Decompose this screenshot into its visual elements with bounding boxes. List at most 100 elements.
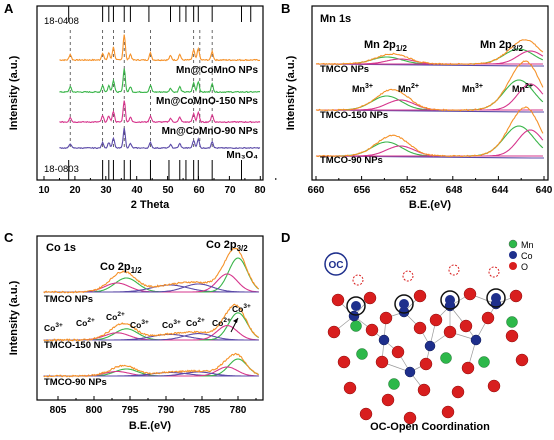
x-tick-label: 785 <box>194 405 211 416</box>
x-tick-label: 40 <box>131 185 143 196</box>
legend-label: O <box>521 262 528 272</box>
species-label: Mn2+ <box>512 83 533 94</box>
xps-component <box>43 257 260 293</box>
oxygen-atom-icon <box>487 379 501 393</box>
panel-c-xlabel: B.E.(eV) <box>129 420 172 432</box>
legend-mn-icon <box>508 239 518 249</box>
oxygen-atom-icon <box>443 325 457 339</box>
panel-b-title: Mn 1s <box>320 13 351 25</box>
oxygen-atom-icon <box>363 291 377 305</box>
oxygen-atom-icon <box>429 313 443 327</box>
panel-b-letter: B <box>281 1 290 16</box>
panel-a: A Intensity (a.u.) 2 Theta 10 20 30 40 5… <box>4 1 277 211</box>
x-tick-label: 80 <box>254 185 266 196</box>
cobalt-atom-icon <box>424 340 436 352</box>
manganese-atom-icon <box>356 348 368 360</box>
species-label: Mn3+ <box>352 83 373 94</box>
peak-label: Co 2p3/2 <box>206 239 248 253</box>
legend-label: Co <box>521 251 533 261</box>
series-label: Mn₃O₄ <box>226 150 258 161</box>
oxygen-atom-icon <box>331 293 345 307</box>
oxygen-atom-icon <box>441 405 455 419</box>
sample-label: TMCO NPs <box>320 64 369 75</box>
x-tick-label: 790 <box>158 405 175 416</box>
panel-c: C Intensity (a.u.) Co 1s B.E.(eV) 805 80… <box>4 230 264 432</box>
manganese-atom-icon <box>350 320 362 332</box>
x-tick-label: 780 <box>230 405 247 416</box>
xps-baseline <box>315 63 544 67</box>
x-tick-label: 656 <box>354 185 371 196</box>
legend-co-icon <box>509 251 517 259</box>
peak-label: Mn 2p3/2 <box>480 39 523 53</box>
panel-c-ylabel: Intensity (a.u.) <box>8 280 20 355</box>
xps-envelope <box>43 303 259 342</box>
species-labels: Co3+ Co2+ Co2+ Co3+ Co3+ Co2+ Co2+ Co3+ <box>44 303 251 333</box>
xps-envelope <box>43 247 259 294</box>
x-tick-label: 660 <box>308 185 325 196</box>
oxygen-atom-icon <box>379 311 393 325</box>
panel-a-xticks: 10 20 30 40 50 60 70 80 <box>38 185 266 196</box>
open-coordination-ring-icon <box>440 290 460 310</box>
x-tick-label: 805 <box>50 405 67 416</box>
xps-baseline <box>315 155 544 159</box>
panel-d-caption: OC-Open Coordination <box>370 421 490 433</box>
xrd-curve <box>59 68 261 94</box>
peak-label: Mn 2p1/2 <box>364 39 407 53</box>
x-tick-label: 640 <box>536 185 553 196</box>
x-tick-label: 644 <box>492 185 509 196</box>
oxygen-atom-icon <box>337 355 351 369</box>
panel-a-xlabel: 2 Theta <box>131 199 170 211</box>
open-coordination-ring-icon <box>486 288 506 308</box>
xps-component <box>316 48 544 65</box>
oxygen-atom-icon <box>451 385 465 399</box>
manganese-atom-icon <box>478 356 490 368</box>
oxygen-atom-icon <box>343 381 357 395</box>
xrd-curve <box>59 100 261 124</box>
x-tick-label: 795 <box>122 405 139 416</box>
panel-c-letter: C <box>4 230 14 245</box>
oxygen-atom-icon <box>413 289 427 303</box>
x-tick-label: 648 <box>446 185 463 196</box>
oxygen-atom-icon <box>459 319 473 333</box>
x-tick-label: 20 <box>69 185 81 196</box>
panel-d: D OC Mn Co O OC-Open Coordination <box>281 230 534 433</box>
svg-text:Co3+: Co3+ <box>162 319 181 330</box>
cobalt-atom-icon <box>378 334 390 346</box>
manganese-atom-icon <box>440 352 452 364</box>
xps-component <box>316 129 544 157</box>
sample-label: TMCO-150 NPs <box>44 340 112 351</box>
legend: Mn Co O <box>508 239 534 272</box>
manganese-atom-icon <box>506 316 518 328</box>
xps-envelope <box>43 352 259 378</box>
xps-component <box>316 79 544 111</box>
cobalt-atom-icon <box>399 299 409 309</box>
xrd-curve <box>59 127 261 150</box>
sample-label: TMCO-90 NPs <box>320 155 383 166</box>
svg-text:Co2+: Co2+ <box>76 317 95 328</box>
x-tick-label: 70 <box>224 185 236 196</box>
open-coordination-ring-icon <box>394 294 414 314</box>
cobalt-atom-icon <box>351 301 361 311</box>
sample-label: TMCO-90 NPs <box>44 377 107 388</box>
oxygen-atom-icon <box>505 329 519 343</box>
ref-label-top: 18-0408 <box>44 16 79 27</box>
xps-envelope <box>315 60 544 112</box>
xps-component <box>43 277 259 293</box>
open-site-icon <box>402 270 414 282</box>
open-site-icon <box>448 264 460 276</box>
panel-b: B Intensity (a.u.) Mn 1s B.E.(eV) 660 65… <box>281 1 553 211</box>
xps-component <box>316 50 544 65</box>
svg-text:Co2+: Co2+ <box>212 317 231 328</box>
species-label: Mn3+ <box>462 83 483 94</box>
x-tick-label: 10 <box>38 185 50 196</box>
oxygen-atom-icon <box>413 321 427 335</box>
oxygen-atom-icon <box>509 289 523 303</box>
xps-component <box>316 83 544 111</box>
panel-b-xlabel: B.E.(eV) <box>409 199 452 211</box>
ref-label-bottom: 18-0803 <box>44 164 79 175</box>
svg-text:Co3+: Co3+ <box>44 322 63 333</box>
x-tick-label: 60 <box>193 185 205 196</box>
species-label: Mn2+ <box>398 83 419 94</box>
oxygen-atom-icon <box>365 323 379 337</box>
oxygen-atom-icon <box>481 311 495 325</box>
